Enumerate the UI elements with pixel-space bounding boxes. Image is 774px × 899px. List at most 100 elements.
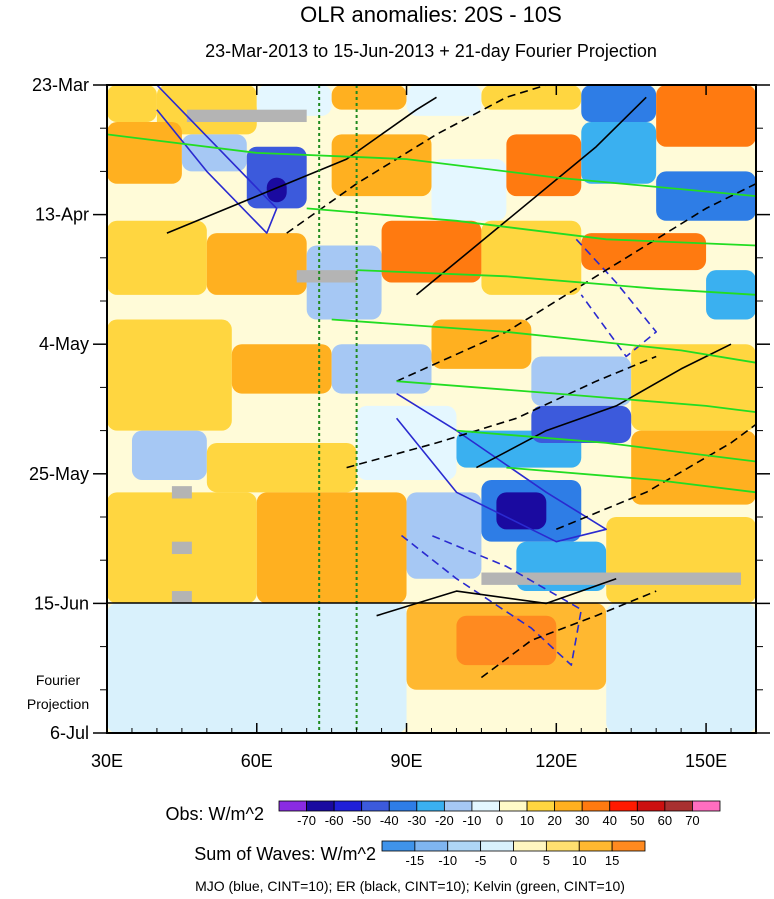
obs-colorbar-swatch — [526, 800, 556, 812]
obs-colorbar-swatch — [471, 800, 500, 812]
er-contour — [346, 355, 657, 469]
x-tick-label: 30E — [91, 751, 123, 771]
er-contour — [396, 182, 756, 382]
anomaly-cell — [331, 134, 432, 197]
missing-data-layer — [171, 109, 742, 604]
y-axis: 23-Mar 13-Apr 4-May 25-May 15-Jun 6-Jul — [29, 75, 770, 743]
anomaly-cell — [606, 517, 756, 604]
anomaly-cell — [481, 85, 582, 110]
obs-colorbar-swatch — [609, 800, 638, 812]
obs-colorbar-label: Obs: W/m^2 — [166, 804, 264, 824]
anomaly-cell — [381, 220, 482, 283]
kelvin-contour — [107, 133, 756, 197]
anomaly-cell — [706, 270, 756, 320]
kelvin-contour — [506, 466, 756, 494]
obs-colorbar-tick-label: -70 — [297, 813, 316, 828]
anomaly-cell — [456, 615, 557, 666]
obs-colorbar-tick-label: -10 — [463, 813, 482, 828]
y-tick-label: 25-May — [29, 464, 89, 484]
kelvin-contour — [306, 207, 756, 247]
x-tick-label: 90E — [391, 751, 423, 771]
obs-colorbar-tick-label: 20 — [547, 813, 561, 828]
contour-legend-text: MJO (blue, CINT=10); ER (black, CINT=10)… — [195, 878, 625, 894]
x-tick-label: 60E — [241, 751, 273, 771]
projection-label-line2: Projection — [27, 696, 89, 712]
waves-colorbar: -15 -10 -5 0 5 10 15 — [381, 840, 646, 868]
anomaly-cell — [331, 344, 432, 394]
obs-colorbar-swatch — [443, 800, 473, 812]
anomaly-cell — [481, 220, 582, 295]
y-tick-label: 13-Apr — [35, 205, 89, 225]
missing-data-bar — [481, 572, 742, 585]
obs-colorbar-swatch — [499, 800, 528, 812]
obs-colorbar-swatch — [306, 800, 335, 812]
anomaly-cell — [506, 134, 582, 197]
missing-data-bar — [296, 270, 357, 283]
waves-colorbar-tick-label: -10 — [438, 853, 457, 868]
kelvin-contour — [456, 429, 756, 463]
anomaly-cell — [206, 442, 357, 493]
obs-colorbar-tick-label: 30 — [575, 813, 589, 828]
anomaly-cell — [496, 492, 547, 530]
x-axis: 30E 60E 90E 120E 150E — [91, 85, 732, 771]
anomaly-cell — [107, 220, 207, 295]
obs-colorbar-tick-label: 70 — [685, 813, 699, 828]
waves-colorbar-swatch — [578, 840, 613, 852]
er-contour — [286, 85, 547, 234]
reference-lines — [318, 85, 358, 733]
waves-colorbar-tick-label: 10 — [572, 853, 586, 868]
obs-colorbar-swatch — [361, 800, 390, 812]
anomaly-cell — [107, 122, 182, 184]
anomaly-cell — [606, 603, 756, 733]
anomaly-cell — [656, 171, 756, 221]
obs-colorbar-tick-label: -60 — [325, 813, 344, 828]
missing-data-bar — [171, 591, 192, 604]
waves-colorbar-swatch — [480, 840, 514, 852]
waves-colorbar-swatch — [611, 840, 646, 852]
missing-data-bar — [171, 486, 192, 499]
waves-colorbar-swatch — [513, 840, 547, 852]
y-tick-label: 6-Jul — [50, 723, 89, 743]
wave-contours — [107, 85, 756, 679]
chart-subtitle: 23-Mar-2013 to 15-Jun-2013 + 21-day Four… — [205, 41, 657, 61]
obs-colorbar-swatch — [636, 800, 666, 812]
waves-colorbar-label: Sum of Waves: W/m^2 — [194, 844, 376, 864]
obs-colorbar-swatch — [388, 800, 418, 812]
waves-colorbar-tick-label: -15 — [405, 853, 424, 868]
er-contour — [166, 96, 437, 234]
obs-colorbar-swatch — [581, 800, 611, 812]
waves-colorbar-tick-label: -5 — [475, 853, 487, 868]
x-tick-label: 150E — [685, 751, 727, 771]
anomaly-cell — [406, 85, 482, 116]
waves-colorbar-tick-label: 15 — [605, 853, 619, 868]
anomaly-cell — [581, 122, 657, 184]
anomaly-cell — [206, 233, 307, 295]
obs-colorbar-swatch — [692, 800, 721, 812]
obs-colorbar-swatch — [554, 800, 583, 812]
anomaly-cell — [107, 85, 157, 123]
obs-colorbar-swatch — [416, 800, 445, 812]
obs-colorbar-tick-label: 10 — [520, 813, 534, 828]
anomaly-cell — [107, 603, 407, 733]
obs-colorbar-tick-label: -30 — [407, 813, 426, 828]
anomaly-cell — [266, 177, 287, 203]
y-tick-label: 15-Jun — [34, 593, 89, 613]
kelvin-contour — [356, 269, 756, 296]
er-contour — [555, 423, 756, 531]
waves-colorbar-tick-label: 5 — [543, 853, 550, 868]
kelvin-contour — [396, 380, 756, 413]
chart-title: OLR anomalies: 20S - 10S — [300, 2, 562, 27]
waves-colorbar-swatch — [381, 840, 416, 852]
x-tick-label: 120E — [535, 751, 577, 771]
anomaly-cell — [231, 344, 332, 394]
anomaly-cell — [256, 492, 407, 604]
er-contour — [480, 590, 657, 679]
anomaly-cell — [181, 134, 247, 172]
mjo-contour — [156, 85, 278, 234]
obs-colorbar-tick-label: 40 — [603, 813, 617, 828]
obs-colorbar: -70 -60 -50 -40 -30 -20 -10 0 10 20 30 40 50 60 70 — [278, 800, 721, 828]
anomaly-cell — [406, 492, 482, 579]
obs-colorbar-tick-label: -50 — [352, 813, 371, 828]
er-contour — [415, 96, 647, 296]
